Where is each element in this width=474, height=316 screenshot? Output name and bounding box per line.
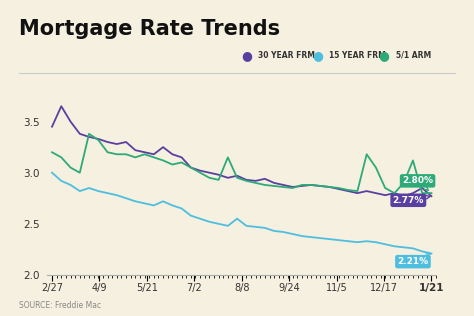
Text: ●: ●: [379, 49, 389, 62]
Text: ●: ●: [312, 49, 323, 62]
Text: ●: ●: [241, 49, 252, 62]
Text: 2.77%: 2.77%: [392, 195, 430, 205]
Text: 5/1 ARM: 5/1 ARM: [396, 51, 431, 60]
Text: Mortgage Rate Trends: Mortgage Rate Trends: [19, 19, 280, 39]
Text: 2.21%: 2.21%: [397, 254, 431, 266]
Text: 30 YEAR FRM: 30 YEAR FRM: [258, 51, 315, 60]
Text: 15 YEAR FRM: 15 YEAR FRM: [329, 51, 386, 60]
Text: SOURCE: Freddie Mac: SOURCE: Freddie Mac: [19, 301, 101, 310]
Text: 2.80%: 2.80%: [402, 176, 433, 190]
